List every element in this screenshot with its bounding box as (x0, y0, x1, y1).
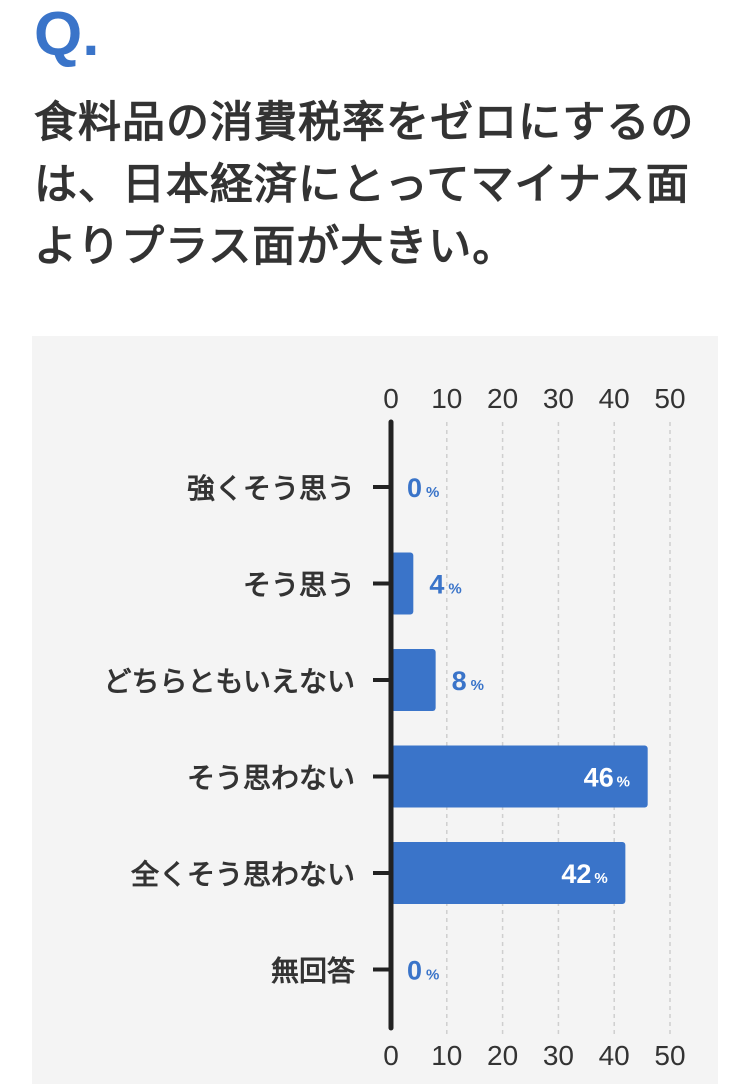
data-label-unit: % (594, 870, 607, 887)
data-label-unit: % (448, 581, 461, 598)
data-label-unit: % (426, 967, 439, 984)
data-label-unit: % (426, 484, 439, 501)
chart-panel (32, 336, 718, 1084)
x-tick-label-top: 0 (383, 383, 399, 414)
data-label-unit: % (471, 677, 484, 694)
x-tick-label-bottom: 50 (654, 1040, 685, 1071)
question-text: 食料品の消費税率をゼロにするのは、日本経済にとってマイナス面よりプラス面が大きい… (34, 98, 695, 272)
x-tick-label-top: 30 (543, 383, 574, 414)
x-tick-label-bottom: 40 (599, 1040, 630, 1071)
x-tick-label-top: 20 (487, 383, 518, 414)
data-label: 8 (452, 666, 467, 696)
data-label: 4 (429, 570, 444, 600)
bar (391, 842, 626, 904)
data-label: 0 (407, 473, 422, 503)
category-label: 無回答 (271, 955, 356, 988)
bar (391, 552, 414, 615)
category-label: 強くそう思う (187, 472, 355, 505)
x-tick-label-bottom: 30 (543, 1040, 574, 1071)
x-tick-label-bottom: 20 (487, 1040, 518, 1071)
x-tick-label-top: 40 (599, 383, 630, 414)
x-tick-label-top: 10 (431, 383, 462, 414)
category-label: そう思わない (187, 762, 355, 795)
bar (391, 649, 436, 711)
category-label: どちらともいえない (104, 665, 355, 698)
category-label: そう思う (243, 569, 355, 602)
question-marker: Q. (34, 0, 100, 69)
data-label: 42 (561, 859, 591, 889)
x-tick-label-bottom: 10 (431, 1040, 462, 1071)
data-label-unit: % (617, 774, 630, 791)
x-tick-label-bottom: 0 (383, 1040, 399, 1071)
x-tick-label-top: 50 (654, 383, 685, 414)
data-label: 46 (584, 763, 614, 793)
bar (391, 745, 648, 808)
category-label: 全くそう思わない (130, 858, 355, 891)
data-label: 0 (407, 956, 422, 986)
